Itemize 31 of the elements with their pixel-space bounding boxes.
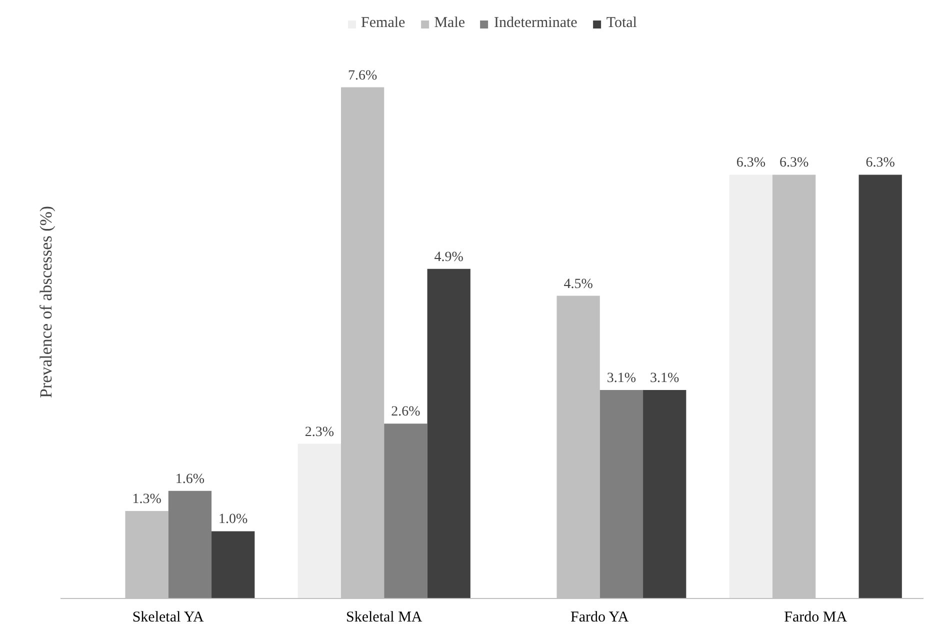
x-tick-label: Skeletal YA <box>132 610 204 626</box>
data-label: 2.6% <box>391 404 421 420</box>
data-label: 3.1% <box>606 370 636 386</box>
bar <box>729 174 772 598</box>
bar <box>384 424 428 598</box>
data-label: 1.0% <box>218 512 248 528</box>
data-label: 1.3% <box>132 492 162 508</box>
bar <box>212 531 255 598</box>
bar <box>600 390 644 598</box>
data-label: 2.3% <box>304 424 334 440</box>
bar <box>298 444 341 598</box>
data-label: 6.3% <box>866 156 896 171</box>
bar <box>427 268 470 598</box>
data-label: 4.5% <box>564 276 594 292</box>
x-tick-label: Skeletal MA <box>346 610 422 626</box>
bar <box>643 390 686 598</box>
x-tick-label: Fardo YA <box>570 610 629 626</box>
legend-label: Total <box>606 15 637 32</box>
legend-label: Indeterminate <box>494 15 578 32</box>
data-label: 3.1% <box>650 370 680 386</box>
x-tick-label: Fardo MA <box>784 610 848 626</box>
bar <box>168 490 212 598</box>
bar <box>858 174 902 598</box>
data-label: 6.3% <box>736 156 766 171</box>
data-label: 1.6% <box>175 472 205 487</box>
legend-label: Male <box>434 15 466 32</box>
data-label: 6.3% <box>779 156 809 171</box>
y-axis-title: Prevalence of abscesses (%) <box>36 206 56 398</box>
legend-label: Female <box>361 15 406 32</box>
data-label: 4.9% <box>434 250 464 265</box>
data-label: 7.6% <box>348 68 378 84</box>
